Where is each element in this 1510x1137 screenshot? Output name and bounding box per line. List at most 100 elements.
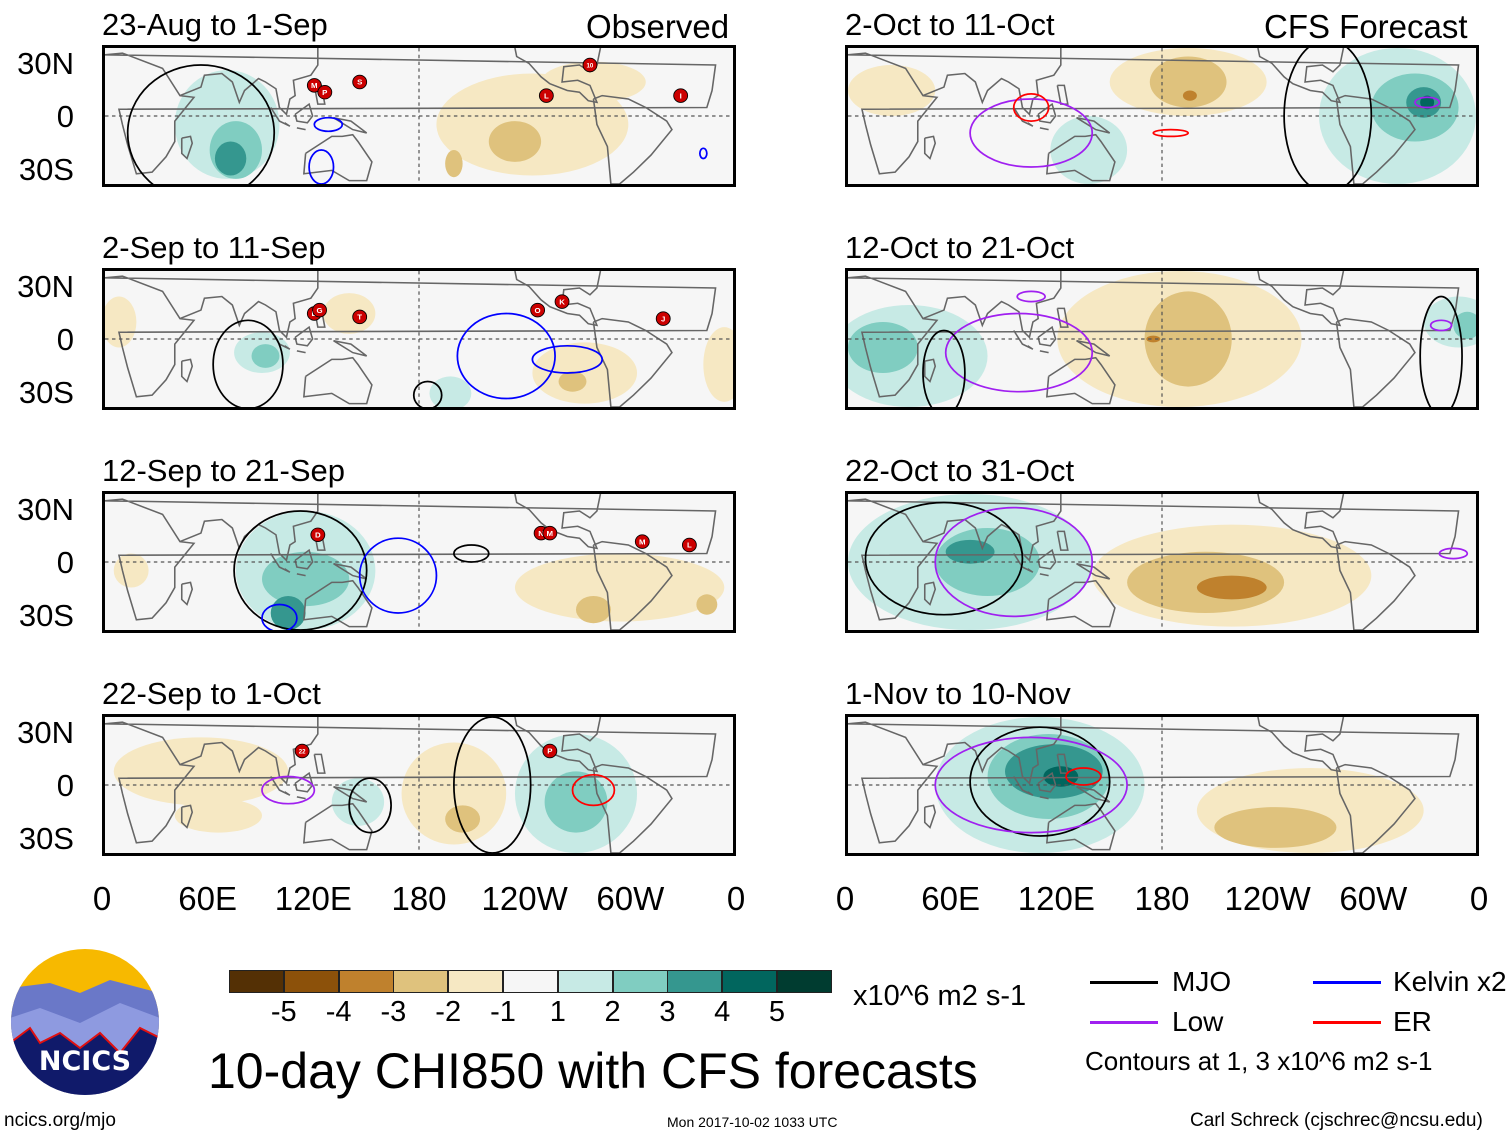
lat-tick-label: 0	[56, 99, 74, 134]
contour-mjo	[453, 717, 532, 853]
coastline	[105, 275, 717, 398]
tropical-cyclone-marker: P	[317, 84, 333, 100]
coastline	[294, 771, 314, 793]
colorbar-swatch	[722, 970, 778, 993]
coastline	[180, 804, 194, 829]
contour-low	[1016, 290, 1046, 303]
anomaly-region	[323, 293, 376, 334]
anomaly-region	[1149, 56, 1227, 108]
coastline	[1039, 796, 1049, 800]
contour-mjo	[864, 501, 1024, 616]
panel-title: 2-Sep to 11-Sep	[102, 230, 326, 265]
coastline	[296, 127, 306, 131]
contour-kelvin	[308, 149, 335, 184]
coastline	[1037, 771, 1057, 793]
contour-low	[1429, 319, 1453, 332]
colorbar-swatch	[667, 970, 723, 993]
colorbar-tick-label: 5	[768, 996, 786, 1028]
lat-tick-label: 0	[56, 768, 74, 803]
forecast-label: CFS Forecast	[1264, 8, 1468, 45]
coastline	[1046, 356, 1116, 405]
contour-mjo	[233, 510, 368, 630]
legend-mjo-line	[1090, 981, 1158, 984]
lon-tick-label: 0	[1469, 880, 1489, 917]
coastline	[294, 102, 314, 124]
panel-title: 22-Oct to 31-Oct	[845, 453, 1075, 488]
colorbar-tick-label: -4	[325, 996, 352, 1028]
map-panel: DGTOKJ	[102, 268, 736, 410]
lon-tick-label: 0	[726, 880, 746, 917]
lon-tick-label: 120W	[1224, 880, 1311, 917]
lat-tick-label: 30N	[17, 492, 74, 527]
anomaly-region	[532, 342, 638, 404]
contour-mjo	[412, 380, 443, 407]
coastline	[922, 48, 1062, 116]
storm-label: P	[547, 747, 552, 756]
coastline	[848, 275, 1460, 398]
coastline	[1056, 84, 1069, 105]
colorbar-tick-label: -1	[490, 996, 516, 1028]
storm-label: L	[687, 541, 692, 550]
coastline	[1076, 339, 1111, 357]
contour-er	[1152, 128, 1190, 138]
contour-low	[934, 506, 1094, 618]
anomaly-region	[270, 596, 306, 630]
contour-low	[969, 98, 1094, 168]
lat-tick-label: 30N	[17, 715, 74, 750]
coastline	[1013, 776, 1034, 796]
coastline	[270, 553, 291, 573]
coastline	[922, 271, 1062, 339]
legend-kelvin-line	[1313, 981, 1381, 984]
coastline	[1039, 573, 1049, 577]
tropical-cyclone-marker: P	[542, 743, 558, 759]
colorbar-tick-label: -5	[270, 996, 297, 1028]
coastline	[105, 498, 717, 621]
tropical-cyclone-marker: I	[673, 88, 689, 103]
storm-label: D	[315, 531, 321, 540]
coastline	[180, 135, 194, 160]
website-link[interactable]: ncics.org/mjo	[4, 1110, 116, 1131]
lat-tick-label: 30S	[18, 375, 74, 410]
coastline	[848, 52, 1460, 175]
panel-title: 12-Sep to 21-Sep	[102, 453, 346, 488]
anomaly-region	[1196, 575, 1267, 600]
tropical-cyclone-marker: T	[352, 309, 368, 325]
coastline	[1037, 325, 1057, 347]
legend-low-label: Low	[1172, 1006, 1224, 1037]
coastline	[296, 350, 306, 354]
coastline	[179, 271, 319, 339]
anomaly-region	[214, 141, 247, 176]
contour-mjo	[212, 319, 284, 407]
contour-low	[1438, 547, 1469, 560]
tropical-cyclone-marker: M	[634, 534, 650, 549]
contour-er	[1065, 767, 1102, 786]
lat-tick-label: 30N	[17, 46, 74, 81]
lat-tick-label: 30S	[18, 598, 74, 633]
coastline	[1257, 271, 1345, 327]
storm-label: 10	[587, 64, 594, 70]
coastline	[1046, 133, 1116, 182]
coastline	[1335, 540, 1416, 630]
coastline	[848, 721, 1460, 844]
colorbar-tick-label: 1	[549, 996, 566, 1028]
contour-note: Contours at 1, 3 x10^6 m2 s-1	[1085, 1046, 1433, 1076]
contour-low	[944, 312, 1094, 393]
anomaly-region	[262, 551, 350, 607]
anomaly-region	[544, 771, 608, 833]
anomaly-region	[514, 553, 725, 622]
coastline	[1076, 785, 1111, 803]
coastline	[1013, 553, 1034, 573]
anomaly-region	[541, 61, 646, 103]
coastline	[848, 498, 1460, 621]
tropical-cyclone-marker: D	[310, 527, 326, 543]
legend-er-line	[1313, 1021, 1381, 1024]
coastline	[296, 573, 306, 577]
legend-low-line	[1090, 1021, 1158, 1024]
panel-title: 23-Aug to 1-Sep	[102, 7, 328, 42]
contour-mjo	[922, 329, 966, 407]
coastline	[105, 52, 717, 175]
anomaly-region	[1214, 807, 1337, 848]
coastline	[1056, 530, 1069, 551]
lat-tick-label: 0	[56, 322, 74, 357]
coastline	[270, 107, 291, 127]
